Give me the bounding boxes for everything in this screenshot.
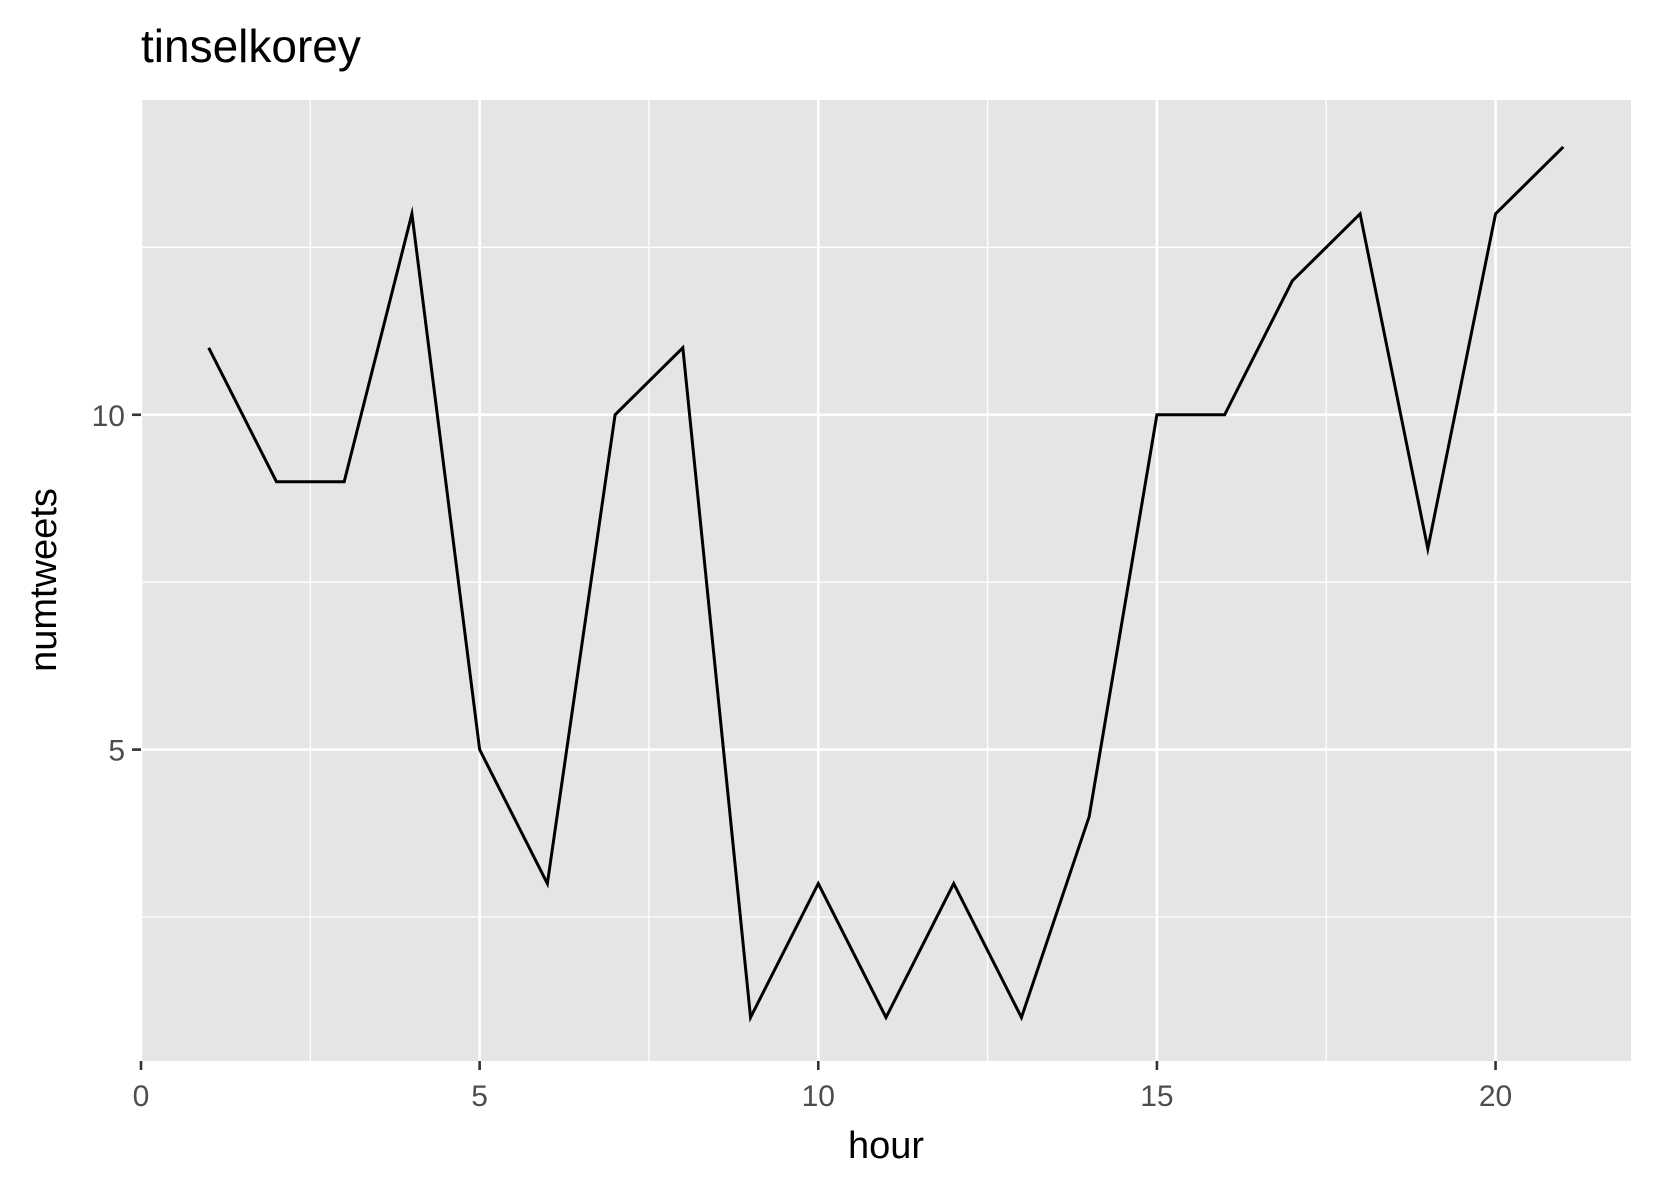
series-line — [207, 145, 1565, 1023]
data-point-5 — [545, 882, 549, 886]
data-point-3 — [410, 212, 414, 216]
y-tick-label-0: 5 — [108, 735, 125, 768]
data-point-8 — [749, 1015, 753, 1019]
x-axis-title: hour — [848, 1125, 924, 1167]
data-point-4 — [478, 748, 482, 752]
x-tick-label-1: 5 — [471, 1080, 488, 1113]
data-point-9 — [816, 882, 820, 886]
data-point-20 — [1561, 145, 1565, 149]
data-point-1 — [274, 480, 278, 484]
y-tick-label-1: 10 — [92, 400, 125, 433]
grid-lines — [139, 100, 1631, 1061]
data-point-2 — [342, 480, 346, 484]
data-point-18 — [1426, 547, 1430, 551]
chart-title: tinselkorey — [141, 20, 361, 72]
series-layer — [207, 145, 1565, 1023]
data-point-14 — [1155, 413, 1159, 417]
plot-panel — [141, 100, 1631, 1061]
data-point-10 — [884, 1015, 888, 1019]
data-point-7 — [681, 346, 685, 350]
data-point-13 — [1087, 815, 1091, 819]
x-tick-label-4: 20 — [1479, 1080, 1512, 1113]
x-tick-label-0: 0 — [133, 1080, 150, 1113]
axes: 0 5 10 15 20 5 10 — [92, 400, 1513, 1113]
data-point-12 — [1019, 1015, 1023, 1019]
data-point-0 — [207, 346, 211, 350]
y-axis-title: numtweets — [23, 488, 65, 672]
data-point-19 — [1494, 212, 1498, 216]
x-tick-label-3: 15 — [1140, 1080, 1173, 1113]
data-point-11 — [952, 882, 956, 886]
data-point-17 — [1358, 212, 1362, 216]
data-point-16 — [1290, 279, 1294, 283]
data-point-6 — [613, 413, 617, 417]
x-tick-label-2: 10 — [802, 1080, 835, 1113]
data-point-15 — [1223, 413, 1227, 417]
